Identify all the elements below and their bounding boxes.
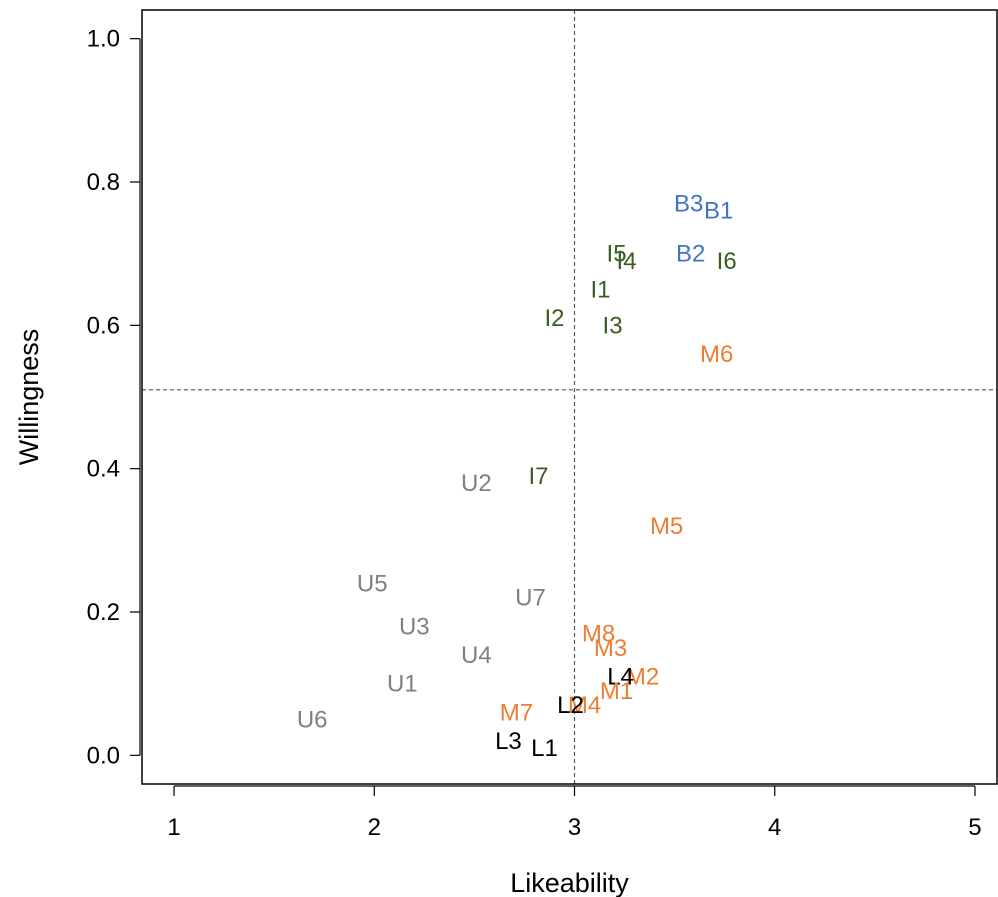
y-tick-label: 0.8 (87, 169, 120, 196)
point-label-m6: M6 (700, 341, 733, 368)
x-axis: 1 2 3 4 5 (167, 785, 982, 841)
point-label-m3: M3 (594, 635, 627, 662)
x-tick-label: 1 (167, 814, 180, 841)
point-label-l4: L4 (607, 664, 634, 691)
point-label-i2: I2 (544, 305, 564, 332)
point-label-u1: U1 (387, 671, 418, 698)
y-tick-label: 0.4 (87, 456, 120, 483)
x-tick-label: 3 (568, 814, 581, 841)
reference-lines (142, 10, 997, 784)
point-label-l3: L3 (495, 728, 522, 755)
point-label-i1: I1 (591, 277, 611, 304)
y-tick-label: 0.2 (87, 599, 120, 626)
point-label-i6: I6 (717, 248, 737, 275)
y-axis: 0.0 0.2 0.4 0.6 0.8 1.0 (87, 26, 141, 769)
point-label-u5: U5 (357, 570, 388, 597)
y-tick-label: 1.0 (87, 26, 120, 53)
point-label-b1: B1 (704, 198, 733, 225)
plot-frame (141, 9, 998, 785)
point-label-m4: M4 (568, 692, 601, 719)
point-label-u4: U4 (461, 642, 492, 669)
point-label-i7: I7 (528, 463, 548, 490)
point-label-i4: I4 (617, 248, 637, 275)
point-label-l2: L2 (557, 692, 584, 719)
point-label-u3: U3 (399, 613, 430, 640)
y-axis-label: Willingness (14, 329, 44, 466)
point-label-m5: M5 (650, 513, 683, 540)
point-label-i5: I5 (607, 241, 627, 268)
x-tick-label: 2 (368, 814, 381, 841)
point-label-l1: L1 (531, 735, 558, 762)
point-label-b2: B2 (676, 241, 705, 268)
point-label-m8: M8 (582, 621, 615, 648)
point-label-m1: M1 (600, 678, 633, 705)
x-tick-label: 4 (768, 814, 781, 841)
x-tick-label: 5 (968, 814, 981, 841)
point-label-u6: U6 (297, 707, 328, 734)
point-label-u7: U7 (515, 585, 546, 612)
x-axis-label: Likeability (510, 868, 629, 897)
point-label-m7: M7 (500, 699, 533, 726)
y-tick-label: 0.6 (87, 312, 120, 339)
point-label-u2: U2 (461, 470, 492, 497)
y-tick-label: 0.0 (87, 742, 120, 769)
point-label-i3: I3 (603, 312, 623, 339)
point-label-b3: B3 (674, 191, 703, 218)
point-label-m2: M2 (626, 664, 659, 691)
